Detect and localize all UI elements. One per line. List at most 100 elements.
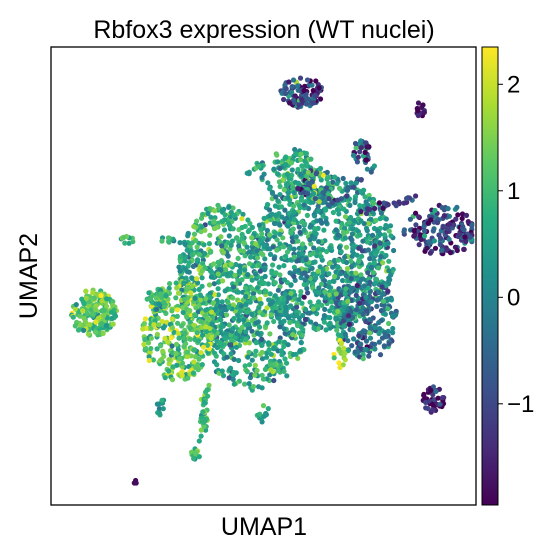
- scatter-point: [211, 281, 217, 287]
- scatter-point: [455, 212, 461, 218]
- scatter-point: [192, 312, 198, 318]
- scatter-point: [290, 77, 297, 83]
- scatter-point: [221, 351, 227, 357]
- scatter-point: [191, 359, 197, 365]
- scatter-point: [277, 183, 283, 190]
- scatter-point: [376, 200, 382, 206]
- scatter-point: [149, 303, 155, 310]
- scatter-point: [246, 249, 253, 255]
- scatter-point: [313, 78, 319, 84]
- scatter-point: [182, 296, 188, 302]
- scatter-point: [314, 248, 320, 254]
- scatter-point: [242, 381, 248, 387]
- scatter-point: [321, 319, 327, 325]
- scatter-point: [425, 220, 431, 226]
- scatter-point: [180, 309, 186, 315]
- scatter-point: [104, 296, 110, 302]
- scatter-point: [299, 300, 305, 306]
- scatter-point: [282, 155, 288, 161]
- scatter-point: [226, 233, 232, 239]
- scatter-point: [338, 340, 345, 346]
- scatter-point: [301, 189, 307, 195]
- scatter-point: [230, 226, 236, 232]
- scatter-point: [429, 401, 435, 407]
- scatter-point: [220, 278, 226, 284]
- scatter-point: [356, 333, 362, 339]
- scatter-point: [201, 423, 207, 430]
- scatter-point: [348, 258, 354, 264]
- scatter-point: [454, 204, 460, 210]
- scatter-point: [413, 210, 419, 216]
- scatter-point: [418, 232, 424, 238]
- scatter-point: [435, 395, 441, 401]
- scatter-point: [184, 314, 190, 320]
- scatter-point: [319, 302, 325, 308]
- scatter-point: [223, 331, 229, 337]
- scatter-point: [342, 225, 348, 231]
- scatter-point: [290, 184, 296, 190]
- scatter-point: [245, 354, 251, 360]
- scatter-point: [222, 306, 228, 313]
- scatter-point: [110, 321, 116, 327]
- scatter-point: [440, 395, 446, 401]
- scatter-point: [376, 330, 382, 337]
- scatter-point: [445, 225, 451, 231]
- scatter-point: [265, 406, 271, 412]
- scatter-point: [249, 357, 255, 363]
- scatter-point: [374, 248, 380, 255]
- scatter-point: [154, 346, 160, 352]
- scatter-point: [227, 342, 233, 348]
- scatter-point: [168, 335, 174, 341]
- scatter-point: [230, 295, 236, 301]
- scatter-point: [211, 291, 217, 298]
- scatter-point: [285, 190, 291, 196]
- scatter-point: [373, 276, 380, 282]
- scatter-point: [451, 222, 457, 228]
- scatter-point: [86, 302, 92, 308]
- scatter-point: [343, 273, 349, 279]
- scatter-point: [326, 196, 332, 202]
- scatter-point: [430, 392, 436, 398]
- scatter-point: [80, 308, 86, 314]
- scatter-point: [264, 305, 270, 311]
- scatter-point: [335, 308, 341, 314]
- scatter-point: [169, 308, 175, 314]
- scatter-point: [372, 280, 378, 286]
- scatter-point: [222, 212, 228, 218]
- scatter-point: [249, 277, 255, 283]
- scatter-point: [219, 368, 225, 374]
- scatter-point: [325, 202, 331, 208]
- scatter-point: [373, 217, 379, 223]
- scatter-point: [283, 304, 289, 310]
- scatter-point: [377, 326, 383, 332]
- scatter-point: [363, 140, 369, 146]
- scatter-point: [311, 191, 317, 197]
- scatter-point: [358, 341, 364, 347]
- scatter-point: [356, 258, 362, 264]
- scatter-point: [370, 232, 376, 238]
- scatter-point: [179, 323, 185, 329]
- scatter-point: [285, 194, 291, 201]
- scatter-point: [235, 277, 241, 283]
- scatter-point: [182, 330, 188, 336]
- scatter-point: [379, 284, 385, 290]
- scatter-point: [192, 295, 198, 301]
- scatter-point: [330, 209, 336, 216]
- scatter-point: [291, 264, 297, 270]
- scatter-point: [342, 331, 348, 337]
- scatter-point: [254, 285, 261, 291]
- scatter-point: [355, 154, 361, 160]
- scatter-point: [299, 163, 305, 169]
- scatter-point: [231, 315, 237, 322]
- scatter-point: [304, 77, 311, 83]
- scatter-point: [293, 234, 299, 240]
- scatter-point: [93, 319, 99, 325]
- scatter-point: [197, 292, 203, 298]
- scatter-point: [359, 329, 365, 336]
- scatter-point: [407, 216, 413, 222]
- scatter-point: [307, 237, 313, 243]
- scatter-point: [161, 299, 167, 305]
- scatter-point: [281, 187, 287, 193]
- scatter-point: [274, 152, 280, 158]
- scatter-point: [179, 372, 185, 379]
